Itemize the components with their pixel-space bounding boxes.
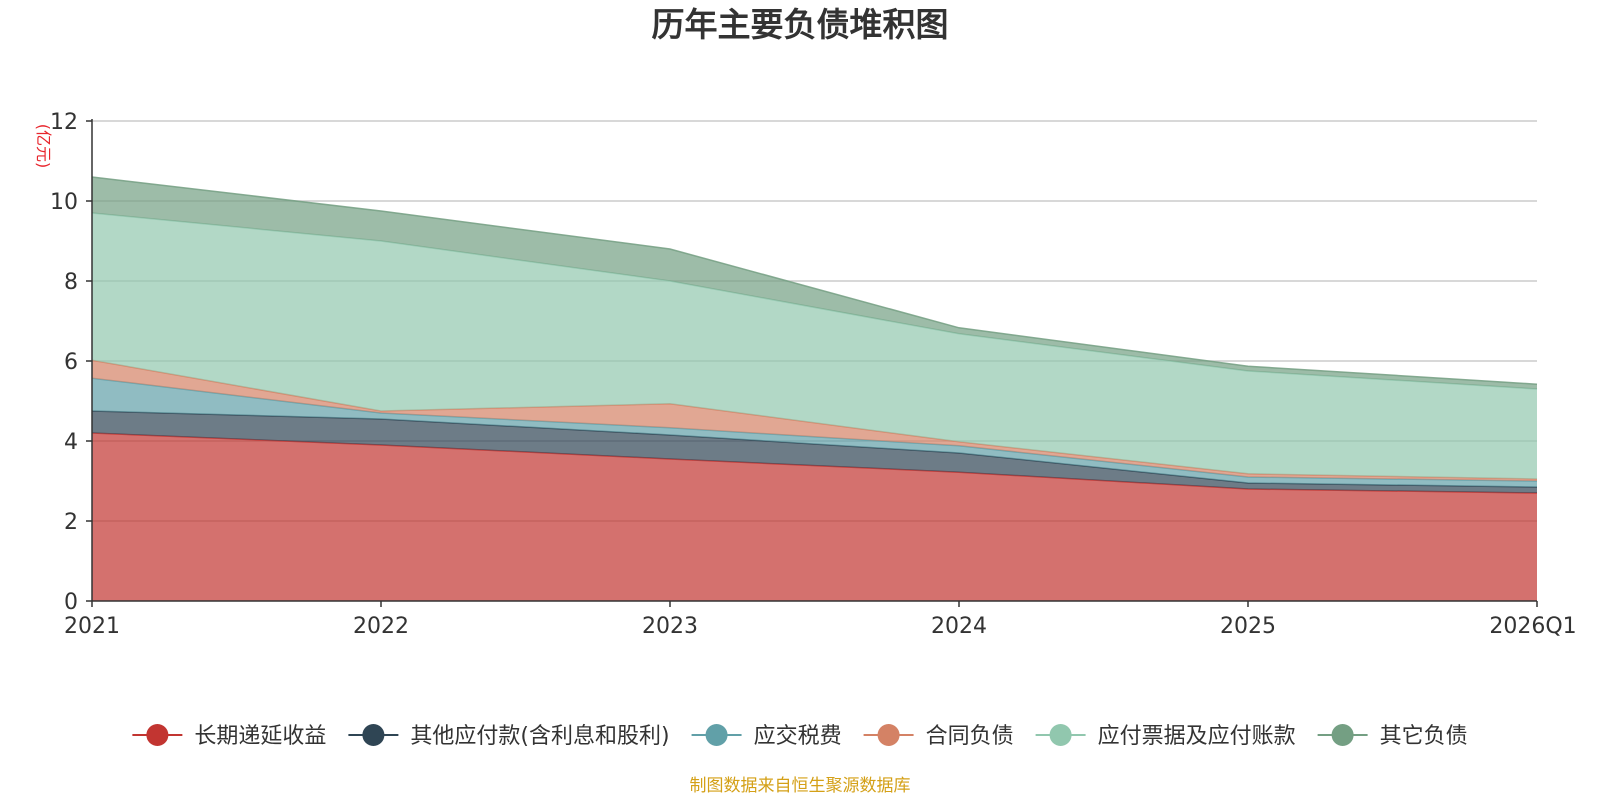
area-0 — [92, 433, 1537, 601]
legend-label: 应付票据及应付账款 — [1098, 724, 1296, 749]
y-tick-label: 10 — [50, 190, 78, 215]
source-note: 制图数据来自恒生聚源数据库 — [690, 776, 911, 796]
y-axis-label: (亿元) — [34, 124, 53, 169]
area-5 — [92, 177, 1537, 389]
legend-item-4[interactable]: 应付票据及应付账款 — [1035, 724, 1296, 749]
y-tick-label: 8 — [64, 270, 78, 295]
chart-title: 历年主要负债堆积图 — [652, 5, 949, 44]
legend-marker — [705, 724, 728, 746]
area-1 — [92, 411, 1537, 493]
x-tick-label: 2022 — [353, 614, 409, 639]
legend-marker — [146, 724, 169, 746]
x-tick-label: 2021 — [64, 614, 120, 639]
legend-marker — [877, 724, 900, 746]
x-tick-label: 2026Q1 — [1489, 614, 1576, 639]
y-tick-label: 4 — [64, 430, 78, 455]
y-tick-label: 0 — [64, 590, 78, 615]
legend-label: 其它负债 — [1380, 724, 1468, 749]
legend-item-3[interactable]: 合同负债 — [863, 724, 1014, 749]
legend-item-1[interactable]: 其他应付款(含利息和股利) — [348, 724, 670, 749]
axes: 0 2 4 6 8 10 12 2021 2022 2023 2024 2025 2026Q1 — [50, 110, 1577, 639]
legend-item-2[interactable]: 应交税费 — [691, 724, 842, 749]
legend-label: 应交税费 — [754, 724, 842, 749]
legend-marker — [1049, 724, 1072, 746]
x-tick-label: 2023 — [642, 614, 698, 639]
legend-label: 合同负债 — [926, 724, 1014, 749]
legend[interactable]: 长期递延收益 其他应付款(含利息和股利) 应交税费 合同负债 应付票据及应付账款 其它负债 — [132, 724, 1468, 749]
legend-item-0[interactable]: 长期递延收益 — [132, 724, 326, 749]
y-tick-label: 6 — [64, 350, 78, 375]
y-tick-label: 12 — [50, 110, 78, 135]
legend-marker — [362, 724, 385, 746]
area-line-5 — [91, 176, 1538, 385]
x-tick-label: 2024 — [931, 614, 987, 639]
legend-label: 其他应付款(含利息和股利) — [410, 724, 669, 749]
area-4 — [92, 213, 1537, 479]
x-tick-label: 2025 — [1220, 614, 1276, 639]
legend-marker — [1331, 724, 1354, 746]
area-series — [91, 176, 1538, 601]
y-tick-label: 2 — [64, 510, 78, 535]
legend-item-5[interactable]: 其它负债 — [1317, 724, 1468, 749]
legend-label: 长期递延收益 — [194, 724, 326, 749]
